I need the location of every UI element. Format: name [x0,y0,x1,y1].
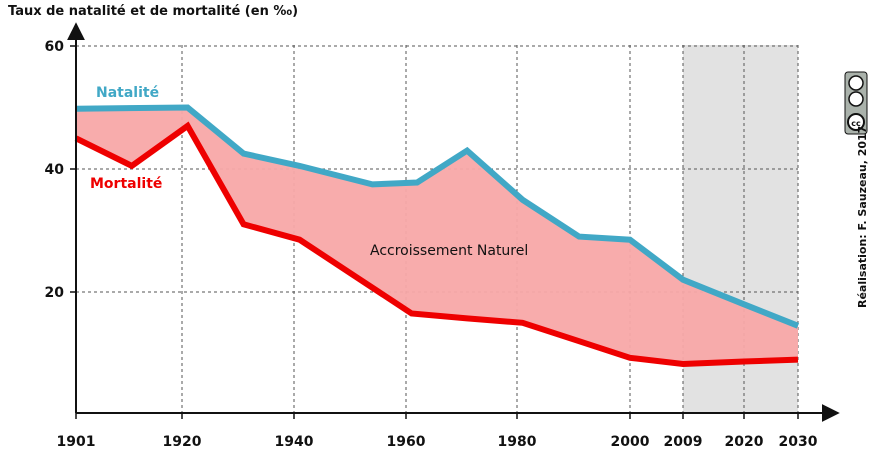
x-tick-label: 2020 [725,434,764,450]
series-line-mortalite [74,121,799,368]
x-tick-label: 2030 [779,434,818,450]
area-label: Accroissement Naturel [370,243,528,259]
y-tick-label: 60 [45,39,65,55]
natural-increase-area [76,107,798,364]
x-tick-label: 1920 [163,434,202,450]
x-tick-label: 1901 [57,434,96,450]
axes [67,22,840,422]
cc-license-icon: cc [844,71,868,135]
x-tick-label: 1980 [498,434,537,450]
y-tick-label: 40 [45,162,65,178]
y-tick-label: 20 [45,285,65,301]
x-tick-label: 2000 [611,434,650,450]
series-label-mortalite: Mortalité [90,176,162,192]
series-line-natalite [75,104,800,329]
x-tick-label: 1960 [387,434,426,450]
x-tick-label: 2009 [664,434,703,450]
series-label-natalite: Natalité [96,85,159,101]
credit-text: Réalisation: F. Sauzeau, 2017 [856,126,869,308]
y-axis-label: Taux de natalité et de mortalité (en ‰) [8,4,298,19]
svg-text:cc: cc [851,119,861,128]
x-tick-label: 1940 [275,434,314,450]
